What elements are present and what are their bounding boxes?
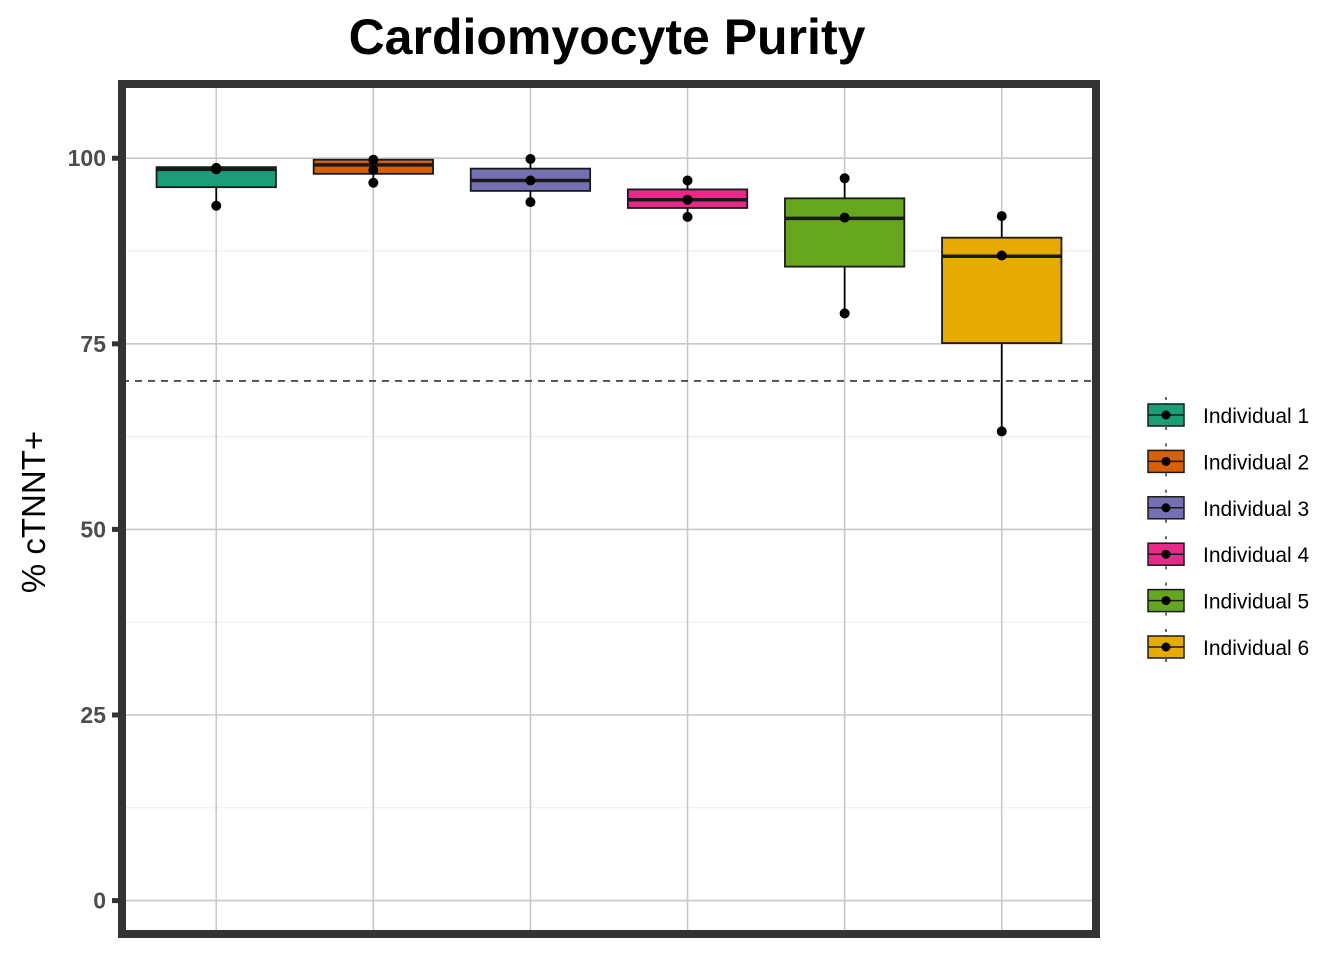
y-tick-label: 75	[80, 331, 106, 357]
box-group	[469, 153, 592, 208]
data-point	[996, 211, 1007, 222]
data-point	[839, 308, 850, 319]
data-point	[839, 212, 850, 223]
data-point	[682, 175, 693, 186]
legend-item: Individual 1	[1147, 397, 1309, 433]
legend-point	[1161, 596, 1171, 606]
legend-point	[1161, 503, 1171, 513]
data-point	[368, 154, 379, 165]
data-point	[996, 250, 1007, 261]
y-axis-ticks: 0 25 50 75 100	[68, 145, 122, 914]
box-group	[784, 173, 906, 319]
data-point	[525, 153, 536, 164]
data-point	[682, 211, 693, 222]
box	[784, 197, 906, 268]
data-point	[525, 175, 536, 186]
legend-point	[1161, 642, 1171, 652]
legend-item: Individual 4	[1147, 536, 1310, 573]
legend-item: Individual 3	[1147, 489, 1309, 526]
y-tick-label: 0	[93, 888, 106, 914]
data-point	[368, 177, 379, 188]
y-tick-label: 25	[80, 702, 106, 728]
legend: Individual 1 Individual 2 Individual 3 Indi…	[1147, 397, 1310, 665]
legend-point	[1161, 410, 1171, 420]
legend-label: Individual 4	[1203, 544, 1310, 567]
box-group	[155, 162, 277, 211]
data-point	[211, 162, 222, 173]
legend-point	[1161, 456, 1171, 466]
data-point	[368, 165, 379, 176]
y-tick-label: 50	[80, 516, 106, 542]
box-group	[941, 211, 1063, 437]
grid-lines	[122, 84, 1096, 934]
legend-label: Individual 6	[1203, 637, 1309, 660]
data-point	[839, 173, 850, 184]
box-group	[312, 154, 434, 188]
panel-border	[118, 80, 1100, 938]
legend-point	[1161, 549, 1171, 559]
box-group	[626, 175, 749, 222]
y-axis-label: % cTNNT+	[15, 431, 52, 593]
boxes-layer	[155, 153, 1063, 437]
legend-item: Individual 2	[1147, 443, 1309, 480]
legend-item: Individual 6	[1147, 629, 1309, 665]
data-point	[996, 426, 1007, 437]
legend-label: Individual 1	[1203, 405, 1309, 428]
chart-title: Cardiomyocyte Purity	[349, 9, 866, 65]
y-tick-label: 100	[68, 145, 106, 171]
legend-item: Individual 5	[1147, 582, 1309, 619]
legend-label: Individual 3	[1203, 498, 1309, 521]
data-point	[211, 200, 222, 211]
data-point	[682, 194, 693, 205]
data-point	[525, 197, 536, 208]
legend-label: Individual 2	[1203, 451, 1309, 474]
legend-label: Individual 5	[1203, 591, 1309, 614]
